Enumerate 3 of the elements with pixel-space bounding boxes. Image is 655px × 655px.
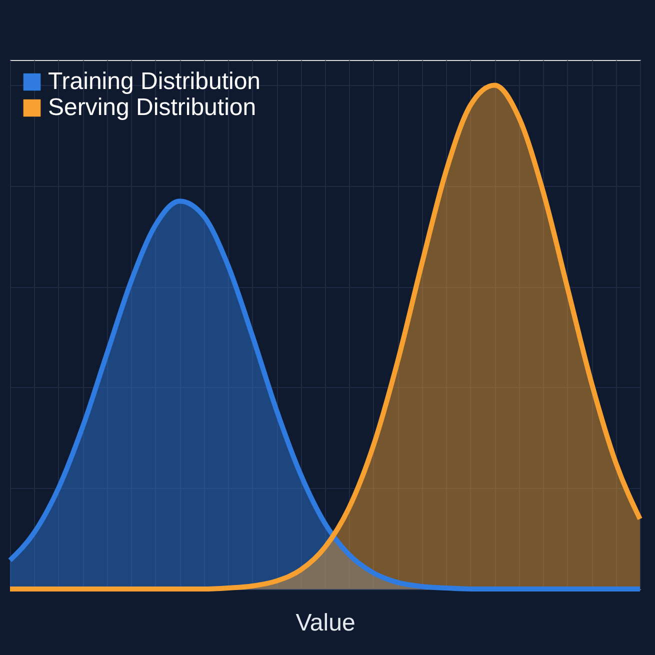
legend-label: Serving Distribution [48,94,256,121]
legend-label: Training Distribution [48,68,261,95]
x-axis-title: Value [296,610,356,636]
